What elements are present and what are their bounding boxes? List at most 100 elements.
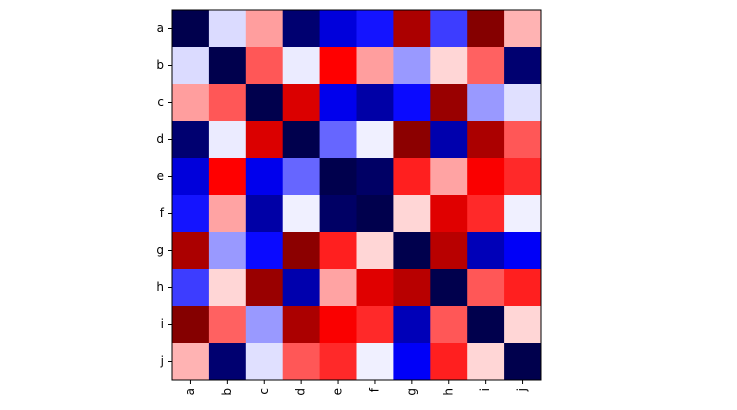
y-tick-label: j [160,354,164,368]
heatmap-cell [504,47,542,85]
heatmap-cell [504,232,542,270]
heatmap-cell [356,232,394,270]
heatmap-cell [504,269,542,307]
heatmap-cell [282,269,321,307]
heatmap-cell [282,343,321,381]
heatmap-cell [282,232,321,270]
heatmap-cell [356,47,394,85]
heatmap-cell [245,158,284,196]
heatmap-cell [430,10,468,48]
heatmap-cell [504,158,542,196]
y-tick-label: h [156,280,164,294]
y-tick-label: e [157,169,164,183]
heatmap-cell [245,269,284,307]
heatmap-cell [393,195,431,233]
heatmap-cell [208,158,247,196]
heatmap-cell [393,158,431,196]
heatmap-cell [245,47,284,85]
heatmap-cell [172,47,210,85]
heatmap-cell [319,121,357,159]
heatmap-cell [467,232,505,270]
heatmap-cell [393,232,431,270]
heatmap-cell [245,121,284,159]
heatmap-cell [245,10,284,48]
heatmap-cell [356,343,394,381]
x-tick-label: j [515,388,529,392]
heatmap-cell [245,343,284,381]
heatmap-cell [208,84,247,122]
heatmap-cell [504,10,542,48]
x-tick-label: b [220,388,234,396]
heatmap-cell [356,10,394,48]
heatmap-cell [208,195,247,233]
heatmap-cell [504,121,542,159]
heatmap-cell [356,269,394,307]
heatmap-cell [430,269,468,307]
heatmap-cell [319,269,357,307]
heatmap-cell [208,232,247,270]
heatmap-cell [504,306,542,344]
heatmap-cell [172,121,210,159]
heatmap-cell [319,306,357,344]
y-tick-label: d [156,132,164,146]
y-tick-label: i [161,317,164,331]
heatmap-cell [172,158,210,196]
heatmap-cell [208,306,247,344]
heatmap-cell [172,84,210,122]
heatmap-cell [467,195,505,233]
heatmap-cell [504,84,542,122]
heatmap-cell [467,10,505,48]
heatmap-cell [282,84,321,122]
heatmap-cell [245,84,284,122]
heatmap-cell [172,232,210,270]
heatmap-cell [356,195,394,233]
heatmap-cell [467,84,505,122]
heatmap-cell [430,158,468,196]
heatmap-cell [319,84,357,122]
heatmap-cell [467,343,505,381]
heatmap-cell [245,306,284,344]
x-tick-label: d [294,388,308,396]
heatmap-cell [282,121,321,159]
x-tick-label: c [257,388,271,395]
heatmap-cell [208,121,247,159]
heatmap-cell [208,343,247,381]
x-tick-label: i [478,388,492,391]
y-tick-label: a [157,21,164,35]
heatmap-cell [467,269,505,307]
heatmap-cell [393,10,431,48]
heatmap-cell [467,158,505,196]
heatmap-cell [245,232,284,270]
heatmap-cell [319,195,357,233]
x-tick-label: a [183,388,197,395]
heatmap-cell [393,84,431,122]
heatmap-cell [393,343,431,381]
heatmap-cell [393,47,431,85]
heatmap-cell [467,306,505,344]
heatmap-cell [282,10,321,48]
y-tick-label: b [156,58,164,72]
heatmap-cell [282,47,321,85]
heatmap-cell [319,343,357,381]
heatmap-cell [172,343,210,381]
heatmap-cell [430,84,468,122]
heatmap-cell [430,232,468,270]
heatmap-cell [208,47,247,85]
x-tick-label: e [331,388,345,395]
heatmap-cell [319,232,357,270]
heatmap-cell [430,47,468,85]
heatmap-cell [504,343,542,381]
y-tick-label: f [160,206,165,220]
heatmap-cell [393,121,431,159]
heatmap-cell [467,121,505,159]
x-tick-label: g [404,388,418,396]
heatmap-cell [430,195,468,233]
heatmap-cell [319,10,357,48]
heatmap-cell [172,306,210,344]
heatmap-cell [319,158,357,196]
heatmap-cell [208,269,247,307]
heatmap-cell [356,121,394,159]
heatmap-cell [356,158,394,196]
heatmap-cell [430,306,468,344]
